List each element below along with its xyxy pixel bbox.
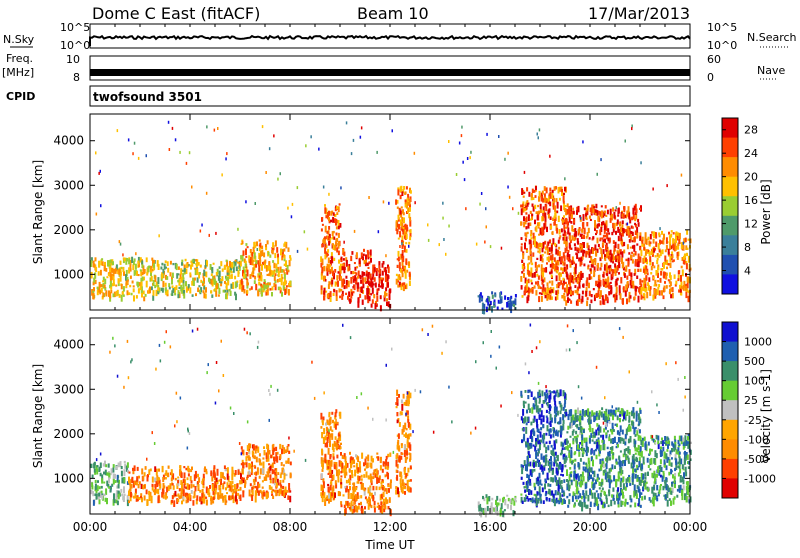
power-region-10	[640, 230, 691, 302]
freq-unit: [MHz]	[2, 66, 34, 79]
beam-label: Beam 10	[357, 4, 429, 23]
x-axis: 00:00 04:00 08:00 12:00 16:00 20:00 00:00	[73, 114, 708, 534]
velocity-colorbar-tick: 1000	[744, 336, 772, 349]
velocity-region-7	[520, 389, 567, 507]
velocity-colorbar-swatch	[722, 459, 738, 479]
x-tick-label: 00:00	[73, 520, 108, 534]
nsky-tick-top: 10^5	[60, 21, 90, 34]
power-colorbar-swatch	[722, 138, 738, 158]
velocity-colorbar-tick: 25	[744, 394, 758, 407]
x-tick-label: 16:00	[473, 520, 508, 534]
x-tick-label: 08:00	[273, 520, 308, 534]
velocity-region-5	[395, 390, 412, 498]
x-tick-label: 04:00	[173, 520, 208, 534]
nsky-tick-bottom: 10^0	[60, 39, 90, 52]
power-region-0	[90, 257, 154, 302]
nave-trace	[91, 69, 689, 76]
power-colorbar-swatch	[722, 235, 738, 255]
cpid-strip: CPID twofsound 3501	[6, 86, 690, 106]
power-region-9	[565, 203, 642, 306]
velocity-region-4	[340, 452, 392, 516]
velocity-colorbar-swatch	[722, 322, 738, 342]
velocity-colorbar-label: Velocity [m s-1]	[759, 369, 773, 463]
velocity-region-0	[91, 461, 130, 507]
cpid-value: twofsound 3501	[93, 90, 202, 104]
power-region-3	[320, 203, 342, 302]
velocity-panel: 1000 2000 3000 4000 Slant Range [km] 1000 50…	[31, 318, 776, 518]
nsearch-label: N.Search	[747, 31, 797, 44]
velocity-colorbar-swatch	[722, 342, 738, 362]
power-colorbar-swatch	[722, 177, 738, 197]
power-panel: 1000 2000 3000 4000 Slant Range [km] 4 8 12 16…	[31, 114, 773, 314]
power-colorbar-swatch	[722, 118, 738, 138]
freq-label: Freq.	[6, 52, 33, 65]
velocity-ytick-label: 2000	[53, 427, 84, 441]
velocity-colorbar-tick: -1000	[744, 472, 776, 485]
power-colorbar-tick: 16	[744, 194, 758, 207]
freq-tick-top: 10	[66, 53, 80, 66]
velocity-region-3	[320, 409, 342, 506]
power-region-6	[395, 186, 412, 291]
power-colorbar-swatch	[722, 274, 738, 294]
nsky-strip: N.Sky 10^5 10^0 10^5 10^0 N.Search	[3, 21, 797, 52]
power-colorbar-label: Power [dB]	[759, 179, 773, 244]
cpid-label: CPID	[6, 90, 35, 103]
power-colorbar-tick: 24	[744, 147, 758, 160]
velocity-ytick-label: 3000	[53, 382, 84, 396]
x-tick-label: 20:00	[573, 520, 608, 534]
nave-label: Nave	[757, 64, 785, 77]
power-scatter	[95, 121, 684, 257]
power-region-5	[370, 261, 391, 311]
velocity-ytick-label: 4000	[53, 338, 84, 352]
velocity-ytick-label: 1000	[53, 471, 84, 485]
velocity-colorbar-swatch	[722, 381, 738, 401]
velocity-colorbar-tick: 500	[744, 355, 765, 368]
power-colorbar-swatch	[722, 196, 738, 216]
x-tick-label: 00:00	[673, 520, 708, 534]
velocity-colorbar-swatch	[722, 400, 738, 420]
nsky-label: N.Sky	[3, 33, 35, 46]
power-ytick-label: 2000	[53, 223, 84, 237]
velocity-colorbar-swatch	[722, 478, 738, 498]
velocity-colorbar-swatch	[722, 439, 738, 459]
x-tick-label: 12:00	[373, 520, 408, 534]
power-ylabel: Slant Range [km]	[31, 160, 45, 264]
power-colorbar-swatch	[722, 216, 738, 236]
power-region-4	[340, 248, 372, 308]
freq-strip: Freq. [MHz] 10 8 60 0 Nave	[2, 52, 785, 84]
nsearch-tick-bottom: 10^0	[707, 39, 737, 52]
power-colorbar-swatch	[722, 157, 738, 177]
velocity-colorbar-swatch	[722, 361, 738, 381]
velocity-ylabel: Slant Range [km]	[31, 364, 45, 468]
x-axis-label: Time UT	[364, 538, 415, 552]
power-ytick-label: 4000	[53, 134, 84, 148]
nsky-trace	[90, 36, 690, 46]
power-region-8	[520, 186, 567, 304]
power-region-7	[478, 291, 517, 314]
plot-title: Dome C East (fitACF)	[92, 4, 260, 23]
power-ytick-label: 3000	[53, 178, 84, 192]
velocity-region-1	[128, 465, 242, 507]
date-label: 17/Mar/2013	[588, 4, 690, 23]
power-region-1	[153, 259, 242, 300]
power-colorbar-tick: 20	[744, 171, 758, 184]
nsearch-tick-top: 10^5	[707, 21, 737, 34]
velocity-region-2	[241, 443, 292, 502]
power-ytick-label: 1000	[53, 267, 84, 281]
power-colorbar-tick: 8	[744, 241, 751, 254]
freq-tick-bottom: 8	[73, 71, 80, 84]
velocity-region-9	[640, 434, 692, 507]
velocity-colorbar-swatch	[722, 420, 738, 440]
nave-tick-bottom: 0	[707, 71, 714, 84]
power-colorbar-tick: 28	[744, 124, 758, 137]
nave-tick-top: 60	[707, 53, 721, 66]
power-colorbar-swatch	[722, 255, 738, 275]
power-colorbar-tick: 12	[744, 218, 758, 231]
power-colorbar-tick: 4	[744, 265, 751, 278]
power-region-2	[240, 239, 292, 296]
